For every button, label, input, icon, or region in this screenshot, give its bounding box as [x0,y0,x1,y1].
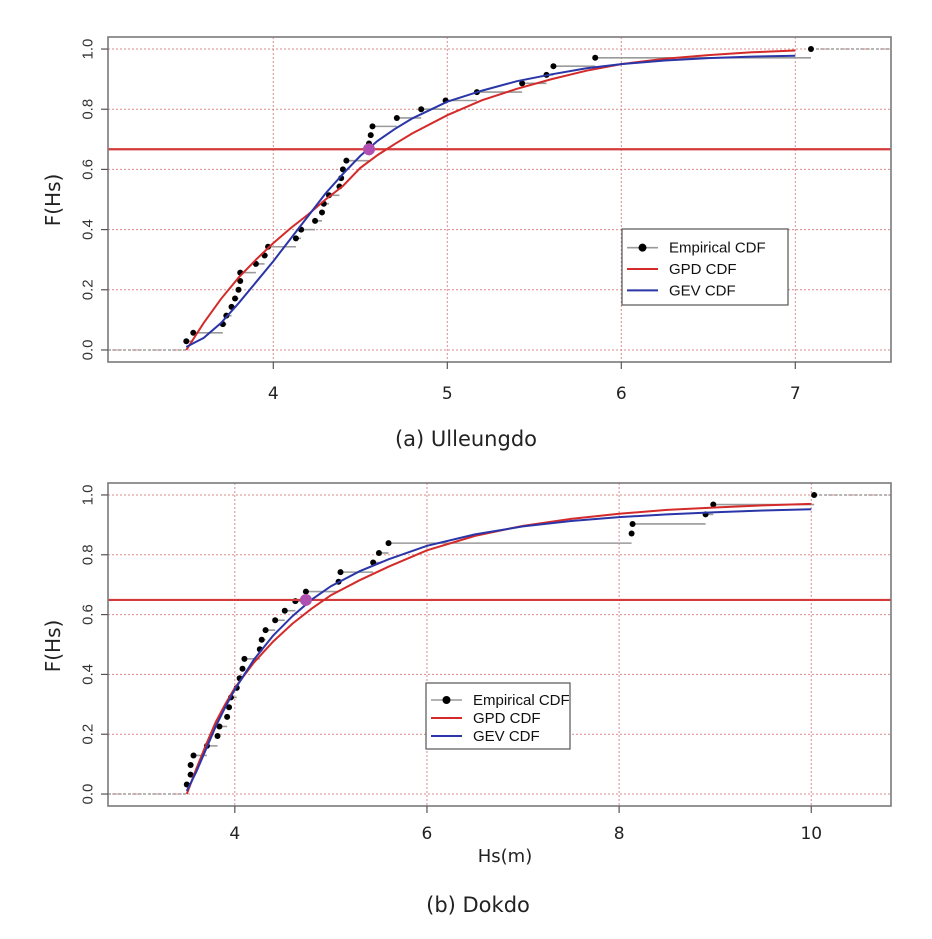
empirical-point [272,617,279,624]
intersection-marker [363,143,375,156]
empirical-point [214,733,221,740]
legend-a: Empirical CDF GPD CDF GEV CDF [621,228,789,306]
fitted-curves-a [108,49,891,351]
plot-frame-a [107,36,892,363]
empirical-point [319,209,326,216]
empirical-point [239,665,246,672]
legend-empirical-point-icon [638,243,647,252]
y-tick-label: 1.0 [80,485,97,506]
y-tick-label: 0.8 [80,99,97,120]
empirical-point [183,338,190,345]
x-tick-label: 6 [616,384,627,404]
legend-b: Empirical CDF GPD CDF GEV CDF [425,682,571,750]
gev-cdf-line [185,508,812,792]
y-tick-label: 0.4 [80,664,97,685]
x-tick-label: 10 [800,824,822,844]
y-axis-label-a: F(Hs) [41,174,65,227]
empirical-point [258,636,265,643]
x-tick-label: 8 [614,824,625,844]
y-tick-label: 0.0 [80,340,97,361]
empirical-point [241,655,248,662]
y-tick-label: 0.2 [80,724,97,745]
empirical-point [187,771,194,778]
empirical-point [224,713,231,720]
empirical-point [629,520,636,527]
x-tick-label: 4 [229,824,240,844]
y-tick-label: 0.6 [80,159,97,180]
legend-label-empirical: Empirical CDF [669,240,766,257]
empirical-point [339,166,346,173]
empirical-point [811,491,818,498]
empirical-point [418,106,425,113]
y-tick-label: 0.0 [80,784,97,805]
empirical-point [187,762,194,769]
caption-a: (a) Ulleungdo [395,427,537,451]
empirical-point [302,588,309,595]
x-tick-label: 7 [790,384,801,404]
empirical-point [343,157,350,164]
fitted-curves-b [108,502,891,795]
chart-panel-dokdo: 0.0 0.2 0.4 0.6 0.8 1.0 4 6 8 10 F(Hs) Hs(m) (b) … [41,482,892,917]
y-tick-label: 0.2 [80,279,97,300]
empirical-point [292,235,299,242]
y-axis-label-b: F(Hs) [41,620,65,673]
empirical-point [216,723,223,730]
plot-frame [107,36,892,363]
axes-a: 0.0 0.2 0.4 0.6 0.8 1.0 4 5 6 7 [80,39,801,404]
legend-label-gpd: GPD CDF [669,261,737,278]
legend-label-empirical: Empirical CDF [473,692,570,709]
legend-label-gev: GEV CDF [669,282,736,299]
empirical-point [710,501,717,508]
empirical-point [369,123,376,130]
empirical-point [519,80,526,87]
empirical-point [190,329,197,336]
empirical-point [281,607,288,614]
empirical-point [807,46,814,53]
empirical-point [262,627,269,634]
x-axis-label-b: Hs(m) [478,846,533,867]
x-tick-label: 6 [422,824,433,844]
legend-empirical-point-icon [442,696,451,704]
empirical-point [385,540,392,547]
caption-b: (b) Dokdo [426,893,530,917]
y-tick-label: 0.8 [80,544,97,565]
legend-label-gpd: GPD CDF [473,710,541,727]
legend-label-gev: GEV CDF [473,728,540,745]
empirical-point [337,569,344,576]
x-tick-label: 4 [268,384,279,404]
plot-frame [107,482,892,807]
y-tick-label: 0.6 [80,604,97,625]
chart-panel-ulleungdo: 0.0 0.2 0.4 0.6 0.8 1.0 4 5 6 7 F(Hs) (a) Ulleung… [41,36,892,451]
empirical-point [237,278,244,285]
axes-b: 0.0 0.2 0.4 0.6 0.8 1.0 4 6 8 10 [80,485,823,844]
legend-box [425,682,571,750]
empirical-point [312,217,319,224]
gev-cdf-line [185,54,796,348]
empirical-point [375,549,382,556]
y-tick-label: 0.4 [80,219,97,240]
empirical-point [226,704,233,711]
empirical-point [235,286,242,293]
gpd-cdf-line [185,502,812,795]
empirical-point [367,132,374,139]
empirical-point [628,530,635,537]
intersection-marker [299,593,312,606]
plot-frame-b [107,482,892,807]
y-tick-label: 1.0 [80,39,97,60]
legend-box [621,228,789,306]
empirical-point [592,54,599,61]
empirical-point [550,63,557,70]
empirical-point [232,295,239,302]
x-tick-label: 5 [442,384,453,404]
empirical-point [393,114,400,121]
empirical-point [190,752,197,759]
grid-b [108,483,891,806]
